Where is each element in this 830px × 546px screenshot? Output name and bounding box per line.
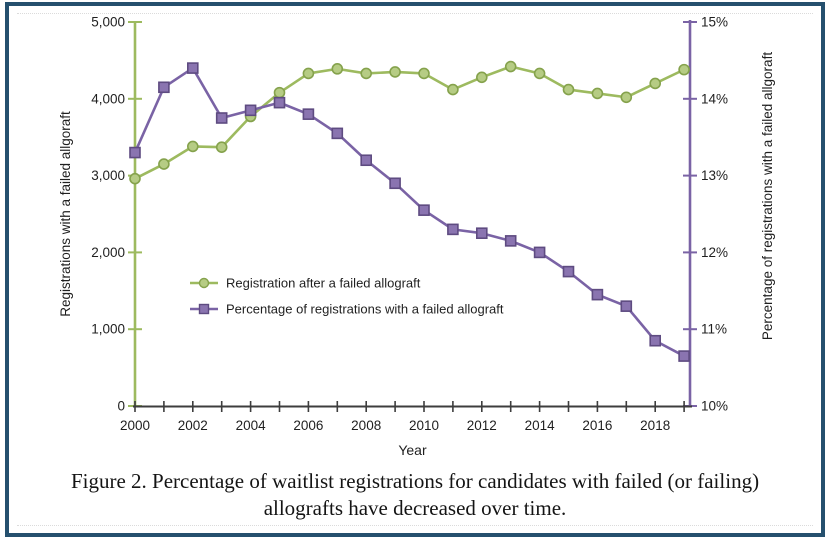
svg-text:15%: 15% xyxy=(701,15,728,30)
right-axis-title: Percentage of registrations with a faile… xyxy=(760,52,775,340)
data-point-marker xyxy=(158,81,170,94)
data-point-marker xyxy=(620,300,633,312)
series-registrations xyxy=(129,60,690,185)
data-point-marker xyxy=(129,146,141,159)
legend-label: Percentage of registrations with a faile… xyxy=(226,302,504,317)
data-point-marker xyxy=(215,141,228,153)
caption-line-1: Figure 2. Percentage of waitlist registr… xyxy=(70,469,760,493)
figure-caption: Figure 2. Percentage of waitlist registr… xyxy=(0,468,830,522)
data-point-marker xyxy=(562,83,575,96)
svg-text:12%: 12% xyxy=(701,245,728,260)
data-point-marker xyxy=(273,96,286,109)
dual-axis-line-chart: 5,000 4,000 3,000 2,000 1,000 0 Registrations … xyxy=(58,15,775,459)
svg-text:2006: 2006 xyxy=(293,418,323,433)
data-point-marker xyxy=(331,63,344,75)
data-point-marker xyxy=(504,235,517,247)
data-point-marker xyxy=(187,140,199,153)
svg-text:2000: 2000 xyxy=(120,418,150,433)
data-point-marker xyxy=(244,104,257,117)
decorative-dotted-rule-bottom xyxy=(17,525,813,526)
data-point-marker xyxy=(678,350,690,362)
svg-text:4,000: 4,000 xyxy=(91,91,125,106)
figure-border-frame xyxy=(5,2,825,537)
legend: Registration after a failed allograft Per… xyxy=(190,276,504,317)
data-point-marker xyxy=(302,108,315,120)
data-point-marker xyxy=(475,71,488,84)
legend-label: Registration after a failed allograft xyxy=(226,276,421,291)
data-point-marker xyxy=(649,334,662,347)
data-point-marker xyxy=(447,223,459,236)
svg-text:2018: 2018 xyxy=(640,418,670,433)
svg-text:2002: 2002 xyxy=(178,418,208,433)
svg-text:1,000: 1,000 xyxy=(91,322,125,337)
data-point-marker xyxy=(360,154,373,167)
data-point-marker xyxy=(129,172,141,185)
data-point-marker xyxy=(273,86,286,99)
svg-text:0: 0 xyxy=(117,399,125,414)
data-point-marker xyxy=(562,265,575,278)
data-point-marker xyxy=(533,246,546,259)
svg-text:2016: 2016 xyxy=(582,418,612,433)
data-point-marker xyxy=(215,112,228,124)
caption-line-2: allografts have decreased over time. xyxy=(263,496,567,520)
legend-item-registrations: Registration after a failed allograft xyxy=(190,276,421,291)
x-axis: 2000 2002 2004 2006 2008 2010 2012 2014 2016 2018… xyxy=(120,401,692,458)
svg-text:5,000: 5,000 xyxy=(91,15,125,30)
data-point-marker xyxy=(187,62,199,74)
data-point-marker xyxy=(504,60,517,73)
legend-circle-marker-icon xyxy=(198,277,210,289)
left-axis-title: Registrations with a failed allgoraft xyxy=(58,111,73,317)
decorative-dotted-rule-top xyxy=(17,13,813,14)
x-axis-title: Year xyxy=(398,442,427,458)
svg-text:11%: 11% xyxy=(701,322,727,337)
data-point-marker xyxy=(620,91,633,104)
svg-text:2,000: 2,000 xyxy=(91,245,125,260)
data-point-marker xyxy=(302,67,315,80)
data-point-marker xyxy=(649,77,662,90)
data-point-marker xyxy=(591,288,604,301)
series-percentage xyxy=(129,62,690,362)
data-point-marker xyxy=(533,67,546,80)
data-point-marker xyxy=(678,63,690,76)
svg-text:2004: 2004 xyxy=(236,418,267,433)
svg-text:2012: 2012 xyxy=(467,418,497,433)
svg-text:14%: 14% xyxy=(701,91,728,106)
svg-text:2014: 2014 xyxy=(525,418,556,433)
data-point-marker xyxy=(158,158,170,170)
svg-text:13%: 13% xyxy=(701,168,728,183)
left-axis: 5,000 4,000 3,000 2,000 1,000 0 Registrations … xyxy=(58,15,142,414)
data-point-marker xyxy=(447,83,459,96)
data-point-marker xyxy=(389,177,401,190)
data-point-marker xyxy=(418,67,430,80)
svg-text:2008: 2008 xyxy=(351,418,381,433)
right-axis: 15% 14% 13% 12% 11% 10% Percentage of registra… xyxy=(683,15,775,414)
data-point-marker xyxy=(418,204,430,216)
data-point-marker xyxy=(389,66,401,78)
svg-text:3,000: 3,000 xyxy=(91,168,125,183)
data-point-marker xyxy=(331,127,344,140)
svg-text:2010: 2010 xyxy=(409,418,439,433)
data-point-marker xyxy=(591,87,604,100)
legend-item-percentage: Percentage of registrations with a faile… xyxy=(190,302,504,317)
svg-text:10%: 10% xyxy=(701,399,728,414)
data-point-marker xyxy=(360,67,373,80)
data-point-marker xyxy=(475,227,488,239)
legend-square-marker-icon xyxy=(198,303,210,315)
